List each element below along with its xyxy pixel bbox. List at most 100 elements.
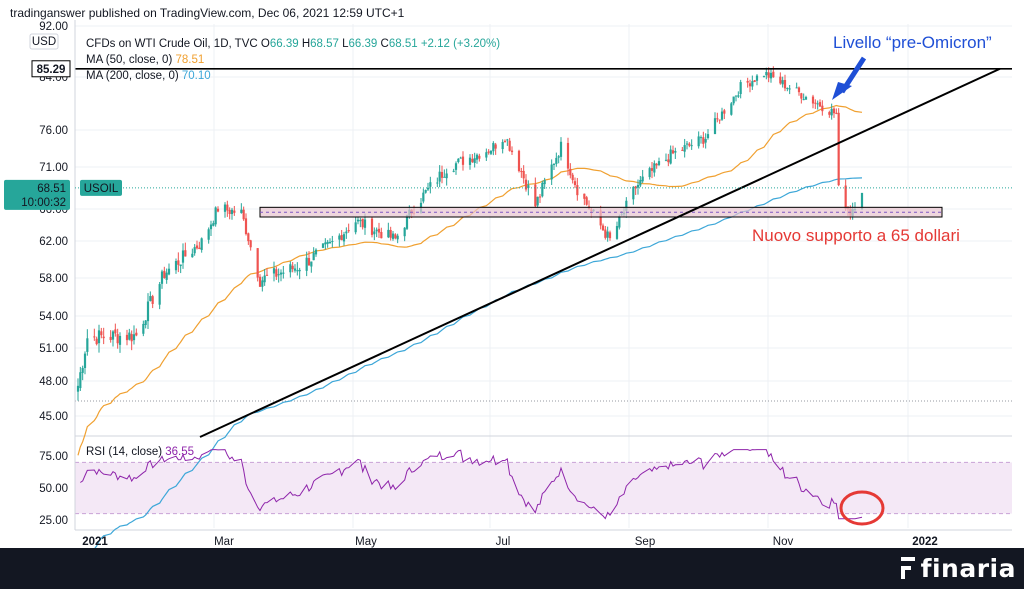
candle-body [655, 163, 658, 166]
candle-body [671, 150, 675, 154]
price-tick-label: 92.00 [39, 21, 68, 33]
rsi-line [80, 449, 863, 520]
candle-body [751, 81, 754, 87]
candle-body [478, 155, 481, 159]
candle-body [779, 76, 782, 84]
candle-body [328, 241, 332, 244]
candle-body [212, 223, 215, 226]
candle-body [520, 171, 523, 173]
candle-body [195, 245, 199, 249]
candle-body [837, 112, 840, 186]
candle-body [732, 96, 735, 104]
candle-body [576, 185, 579, 196]
candle-body [746, 80, 749, 83]
candle-body [81, 367, 84, 373]
candle-body [438, 171, 441, 182]
candle-body [522, 170, 525, 179]
chart-canvas[interactable]: 92.0084.0076.0071.0066.0062.0058.0054.00… [0, 0, 1024, 548]
ticker-badge-box [80, 179, 122, 196]
candle-body [102, 336, 105, 339]
candle-body [606, 231, 609, 238]
candle-body [223, 204, 227, 212]
candle-body [443, 176, 446, 178]
candle-body [625, 200, 628, 211]
level-badge-text: 85.29 [37, 64, 66, 76]
candle-body [247, 233, 250, 242]
candle-body [142, 323, 145, 334]
rsi-circle [839, 490, 885, 526]
ma50-label: MA (50, close, 0) [86, 54, 175, 66]
candle-body [573, 181, 577, 185]
currency-box [29, 33, 59, 50]
candle-body [118, 335, 122, 345]
candle-body [151, 296, 154, 304]
candle-body [324, 242, 327, 245]
candle-body [690, 145, 693, 147]
candle-body [167, 268, 171, 275]
candle-body [258, 276, 262, 287]
candle-body [697, 136, 700, 147]
candle-body [636, 184, 640, 188]
candle-body [618, 216, 621, 228]
candle-body [599, 210, 602, 226]
finaria-logo[interactable]: finaria [900, 554, 1016, 583]
candle-body [800, 93, 803, 99]
candle-body [293, 268, 297, 271]
candle-body [832, 108, 836, 114]
candle-body [307, 258, 311, 266]
ma200-legend: MA (200, close, 0) 70.10 [86, 70, 211, 82]
candle-body [821, 105, 824, 112]
candle-body [844, 185, 847, 209]
candle-body [860, 192, 864, 209]
support-annotation: Nuovo supporto a 65 dollari [752, 226, 960, 245]
ma200-value: 70.10 [182, 70, 211, 82]
rsi-tick-label: 25.00 [39, 515, 68, 527]
candle-body [657, 161, 661, 165]
candle-body [100, 331, 103, 336]
candle-body [226, 204, 229, 211]
finaria-mark-icon [900, 557, 915, 579]
candle-body [312, 252, 315, 261]
candle-body [296, 270, 299, 272]
drawing-tools[interactable] [75, 67, 1012, 438]
candle-body [394, 234, 397, 239]
candle-body [494, 144, 497, 149]
publish-line: tradinganswer published on TradingView.c… [10, 6, 405, 20]
candle-body [130, 334, 133, 342]
candle-body [209, 224, 213, 230]
candle-body [734, 95, 738, 97]
candle-body [340, 235, 343, 241]
candle-body [305, 257, 308, 271]
price-axis[interactable]: 92.0084.0076.0071.0066.0062.0058.0054.00… [4, 20, 1012, 530]
candle-body [177, 260, 180, 265]
candle-body [216, 208, 220, 212]
candle-body [200, 238, 203, 250]
candle-body [739, 82, 742, 95]
candle-body [86, 338, 89, 352]
candle-body [674, 150, 677, 153]
candle-body [76, 385, 80, 392]
ohlc-value: 66.39 [349, 38, 381, 50]
candle-body [555, 157, 558, 164]
candle-body [681, 149, 684, 151]
candle-body [765, 72, 768, 76]
price-tick-label: 51.00 [39, 343, 68, 355]
candle-body [198, 247, 201, 250]
price-badge-price: 68.51 [37, 183, 66, 195]
candle-body [543, 180, 546, 185]
brand-name: finaria [920, 554, 1016, 583]
currency-label: USD [32, 36, 56, 48]
grid [74, 24, 1012, 531]
candle-body [144, 320, 147, 326]
candle-body [492, 142, 495, 152]
candle-body [342, 234, 346, 242]
ma200-label: MA (200, close, 0) [86, 70, 182, 82]
candle-body [452, 170, 455, 172]
candle-body [517, 150, 521, 172]
candle-body [114, 329, 117, 334]
time-axis[interactable]: 2021 Mar May Jul Sep Nov 2022 [82, 536, 938, 548]
rsi-tick-label: 50.00 [39, 483, 68, 495]
candle-body [730, 103, 733, 115]
candle-body [298, 269, 301, 272]
candle-body [256, 248, 259, 278]
